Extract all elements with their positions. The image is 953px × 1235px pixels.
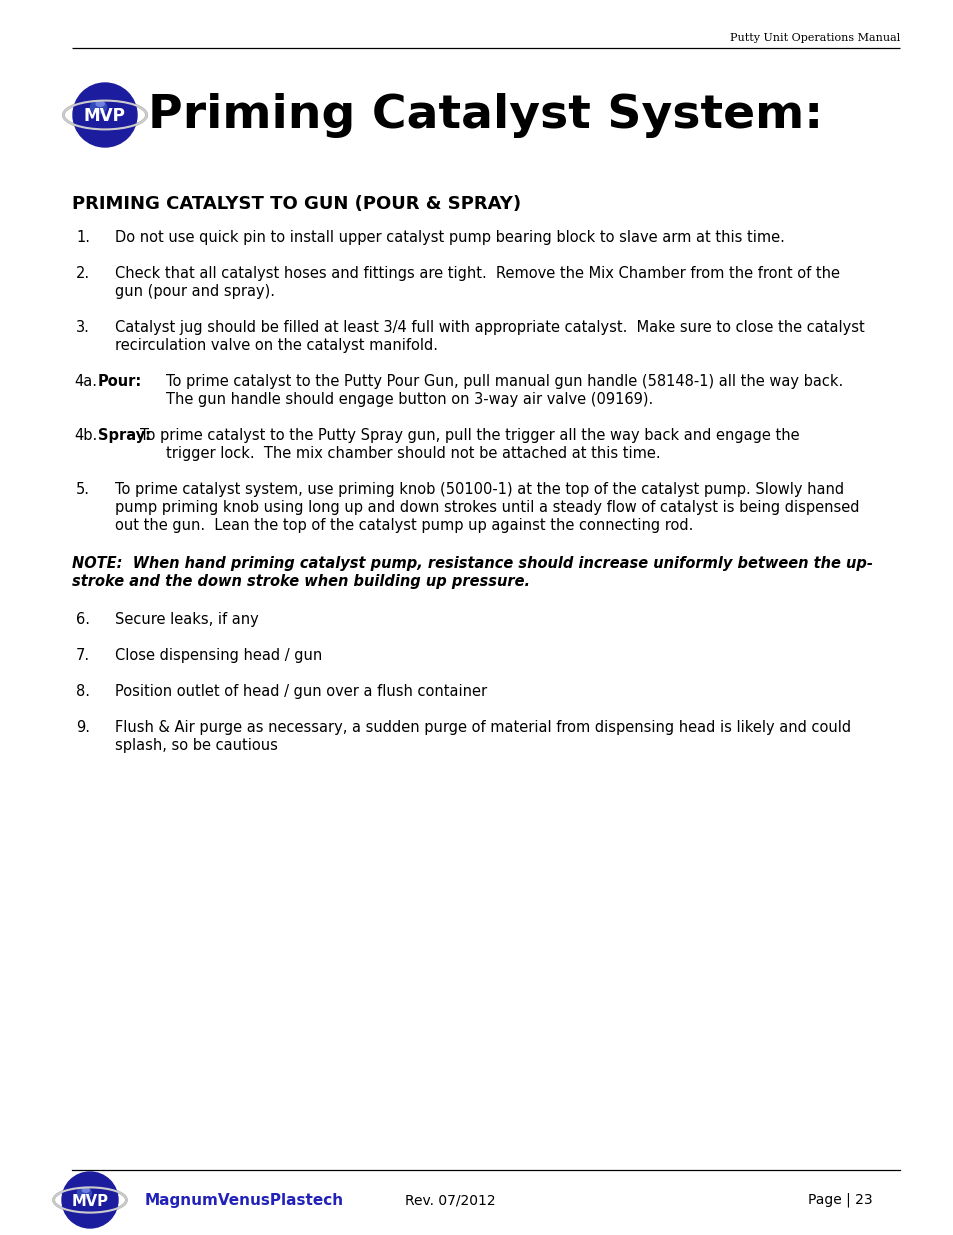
Text: stroke and the down stroke when building up pressure.: stroke and the down stroke when building… [71, 574, 530, 589]
Text: pump priming knob using long up and down strokes until a steady flow of catalyst: pump priming knob using long up and down… [115, 500, 859, 515]
Text: 8.: 8. [76, 684, 90, 699]
Text: The gun handle should engage button on 3-way air valve (09169).: The gun handle should engage button on 3… [166, 391, 653, 408]
Ellipse shape [95, 100, 105, 107]
Text: To prime catalyst to the Putty Pour Gun, pull manual gun handle (58148-1) all th: To prime catalyst to the Putty Pour Gun,… [166, 374, 842, 389]
Text: 7.: 7. [76, 648, 90, 663]
Text: To prime catalyst to the Putty Spray gun, pull the trigger all the way back and : To prime catalyst to the Putty Spray gun… [140, 429, 799, 443]
Text: Flush & Air purge as necessary, a sudden purge of material from dispensing head : Flush & Air purge as necessary, a sudden… [115, 720, 850, 735]
Ellipse shape [90, 100, 108, 114]
Text: splash, so be cautious: splash, so be cautious [115, 739, 277, 753]
Text: Catalyst jug should be filled at least 3/4 full with appropriate catalyst.  Make: Catalyst jug should be filled at least 3… [115, 320, 863, 335]
Text: MVP: MVP [71, 1193, 109, 1209]
Text: PRIMING CATALYST TO GUN (POUR & SPRAY): PRIMING CATALYST TO GUN (POUR & SPRAY) [71, 195, 520, 212]
Text: Close dispensing head / gun: Close dispensing head / gun [115, 648, 322, 663]
Text: 4b.: 4b. [74, 429, 97, 443]
Circle shape [62, 1172, 118, 1228]
Ellipse shape [82, 1187, 90, 1193]
Text: To prime catalyst system, use priming knob (50100-1) at the top of the catalyst : To prime catalyst system, use priming kn… [115, 482, 843, 496]
Text: 2.: 2. [76, 266, 90, 282]
Text: MagnumVenusPlastech: MagnumVenusPlastech [145, 1193, 344, 1208]
Text: 9.: 9. [76, 720, 90, 735]
Text: Rev. 07/2012: Rev. 07/2012 [404, 1193, 495, 1207]
Text: Page | 23: Page | 23 [807, 1193, 871, 1208]
Text: NOTE:  When hand priming catalyst pump, resistance should increase uniformly bet: NOTE: When hand priming catalyst pump, r… [71, 556, 872, 571]
Text: 6.: 6. [76, 613, 90, 627]
Text: gun (pour and spray).: gun (pour and spray). [115, 284, 274, 299]
Ellipse shape [76, 1187, 92, 1199]
Text: Spray:: Spray: [98, 429, 151, 443]
Text: Priming Catalyst System:: Priming Catalyst System: [148, 93, 822, 137]
Text: Secure leaks, if any: Secure leaks, if any [115, 613, 258, 627]
Text: 4a.: 4a. [74, 374, 97, 389]
Text: Putty Unit Operations Manual: Putty Unit Operations Manual [729, 33, 899, 43]
Text: MVP: MVP [84, 107, 126, 125]
Text: 5.: 5. [76, 482, 90, 496]
Text: 3.: 3. [76, 320, 90, 335]
Text: Position outlet of head / gun over a flush container: Position outlet of head / gun over a flu… [115, 684, 487, 699]
Text: 1.: 1. [76, 230, 90, 245]
Text: trigger lock.  The mix chamber should not be attached at this time.: trigger lock. The mix chamber should not… [166, 446, 659, 461]
Text: recirculation valve on the catalyst manifold.: recirculation valve on the catalyst mani… [115, 338, 437, 353]
Text: out the gun.  Lean the top of the catalyst pump up against the connecting rod.: out the gun. Lean the top of the catalys… [115, 517, 693, 534]
Text: Do not use quick pin to install upper catalyst pump bearing block to slave arm a: Do not use quick pin to install upper ca… [115, 230, 784, 245]
Circle shape [73, 83, 137, 147]
Text: Pour:: Pour: [98, 374, 142, 389]
Text: Check that all catalyst hoses and fittings are tight.  Remove the Mix Chamber fr: Check that all catalyst hoses and fittin… [115, 266, 840, 282]
